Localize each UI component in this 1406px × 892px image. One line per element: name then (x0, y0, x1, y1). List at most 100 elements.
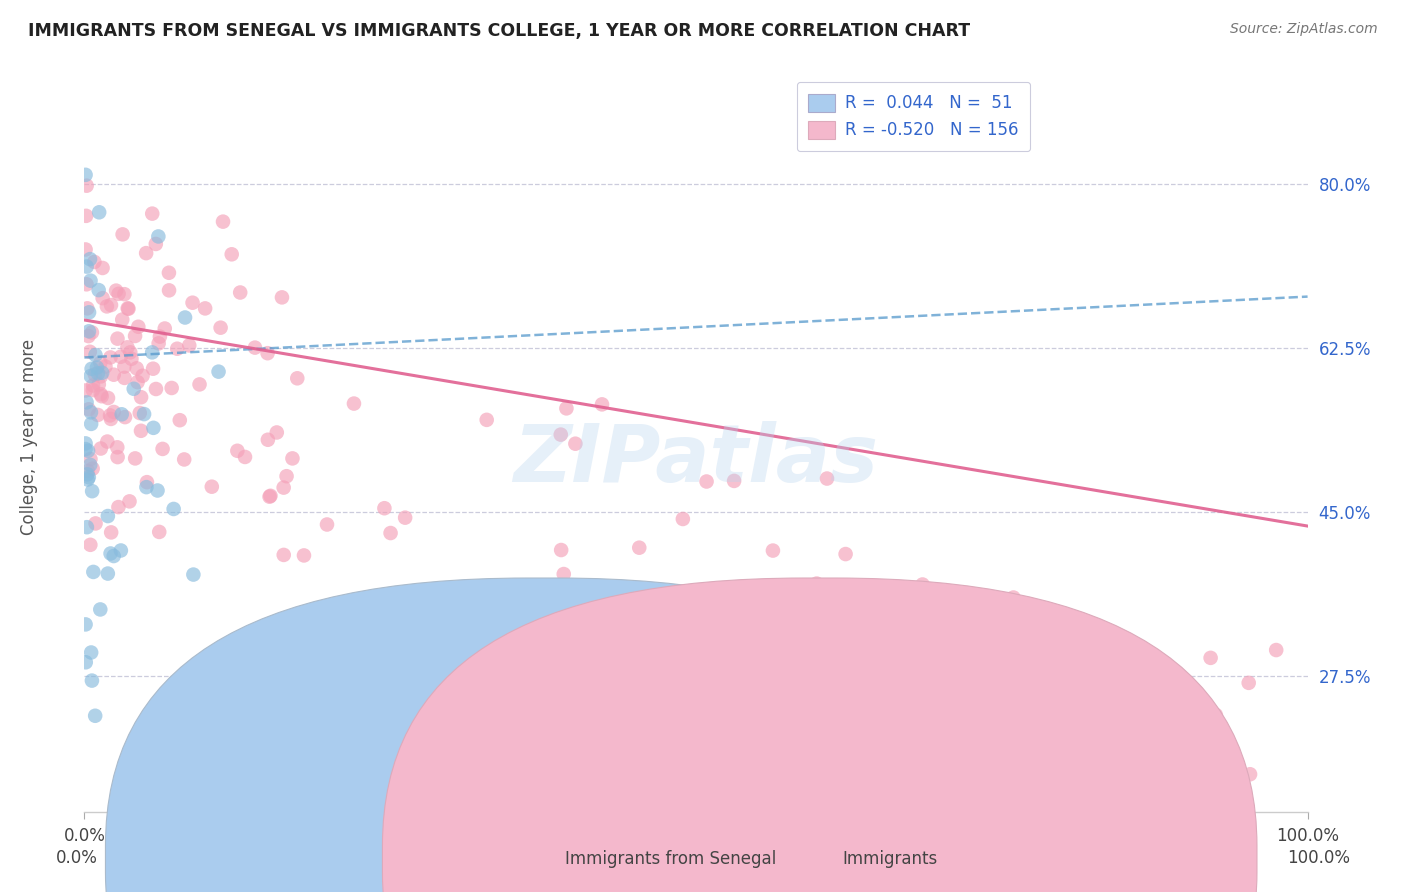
Point (1239, 767, 1261, 781)
Point (591, 397, 613, 411)
Point (905, 697, 928, 711)
Point (1157, 760, 1180, 774)
Point (112, 287, 135, 301)
Point (628, 541, 651, 555)
Point (221, 247, 243, 261)
Point (114, 410, 136, 425)
Point (103, 405, 125, 419)
Point (75, 442, 97, 456)
Text: Immigrants from Senegal: Immigrants from Senegal (565, 850, 776, 868)
Point (77, 329, 100, 343)
Point (90, 387, 112, 401)
Point (77, 324, 100, 338)
Point (89, 602, 111, 616)
Point (550, 543, 572, 558)
Point (273, 481, 295, 495)
Point (79, 452, 101, 467)
Point (110, 543, 132, 558)
Point (142, 421, 165, 435)
Point (75, 436, 97, 450)
Point (380, 526, 402, 541)
Point (174, 310, 197, 325)
Point (118, 494, 141, 508)
Point (76, 277, 98, 292)
Text: Source: ZipAtlas.com: Source: ZipAtlas.com (1230, 22, 1378, 37)
Point (127, 319, 149, 334)
Point (100, 525, 122, 540)
Point (122, 382, 145, 396)
Point (125, 361, 148, 376)
Point (132, 407, 155, 421)
Text: 0.0%: 0.0% (56, 849, 98, 867)
Point (86, 360, 108, 375)
Point (80, 646, 103, 660)
Point (77, 402, 100, 417)
Point (128, 406, 150, 420)
Point (89, 356, 111, 370)
Point (90, 442, 112, 456)
Point (111, 407, 134, 421)
Point (271, 290, 294, 304)
Point (76, 301, 98, 316)
Point (146, 483, 169, 498)
Point (696, 475, 718, 489)
Point (77, 305, 100, 319)
Point (141, 206, 163, 220)
Point (1116, 684, 1139, 698)
Point (84, 516, 107, 531)
Point (475, 413, 498, 427)
Point (1112, 767, 1135, 781)
Point (169, 413, 191, 427)
Point (129, 424, 152, 438)
Point (112, 359, 135, 374)
Point (1015, 680, 1038, 694)
Point (107, 332, 129, 346)
Point (201, 480, 224, 494)
Point (163, 502, 186, 516)
Point (103, 549, 125, 563)
Text: College, 1 year or more: College, 1 year or more (20, 339, 38, 535)
Point (188, 377, 211, 392)
Point (76, 520, 98, 534)
Point (148, 229, 170, 244)
Point (76, 178, 98, 193)
Point (80, 361, 103, 376)
Point (394, 510, 416, 524)
Point (89, 205, 111, 219)
Point (105, 440, 128, 454)
Point (100, 412, 122, 426)
Point (157, 266, 180, 280)
Point (157, 284, 180, 298)
Point (82, 484, 104, 499)
Point (142, 361, 165, 376)
Point (79, 252, 101, 266)
Point (87, 408, 110, 422)
Point (664, 633, 686, 648)
Point (851, 684, 873, 698)
Point (82, 461, 104, 475)
Point (273, 548, 295, 562)
Point (96, 434, 118, 449)
Point (152, 442, 174, 456)
Point (97, 391, 120, 405)
Point (179, 338, 201, 352)
Text: Immigrants: Immigrants (842, 850, 938, 868)
Point (148, 524, 170, 539)
Point (343, 396, 366, 410)
Point (120, 351, 142, 366)
Point (79, 458, 101, 472)
Point (124, 329, 146, 343)
Point (266, 425, 288, 440)
Point (141, 345, 163, 359)
Point (229, 285, 252, 300)
Point (233, 450, 256, 464)
Point (257, 433, 280, 447)
Point (96, 299, 118, 313)
Point (91, 366, 114, 380)
Point (110, 350, 132, 364)
Point (259, 489, 281, 503)
Point (77, 470, 100, 484)
Point (373, 501, 395, 516)
Point (76, 260, 98, 274)
Point (97, 509, 120, 524)
